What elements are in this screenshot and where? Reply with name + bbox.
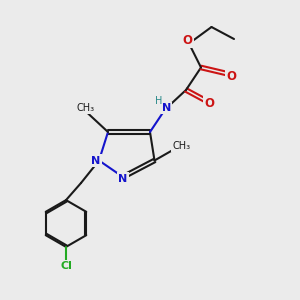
Text: N: N — [118, 173, 127, 184]
Text: H: H — [155, 95, 162, 106]
Text: O: O — [182, 34, 193, 47]
Text: CH₃: CH₃ — [76, 103, 94, 113]
Text: Cl: Cl — [60, 261, 72, 272]
Text: N: N — [162, 103, 171, 113]
Text: O: O — [204, 97, 214, 110]
Text: N: N — [92, 155, 100, 166]
Text: CH₃: CH₃ — [172, 140, 190, 151]
Text: O: O — [226, 70, 236, 83]
